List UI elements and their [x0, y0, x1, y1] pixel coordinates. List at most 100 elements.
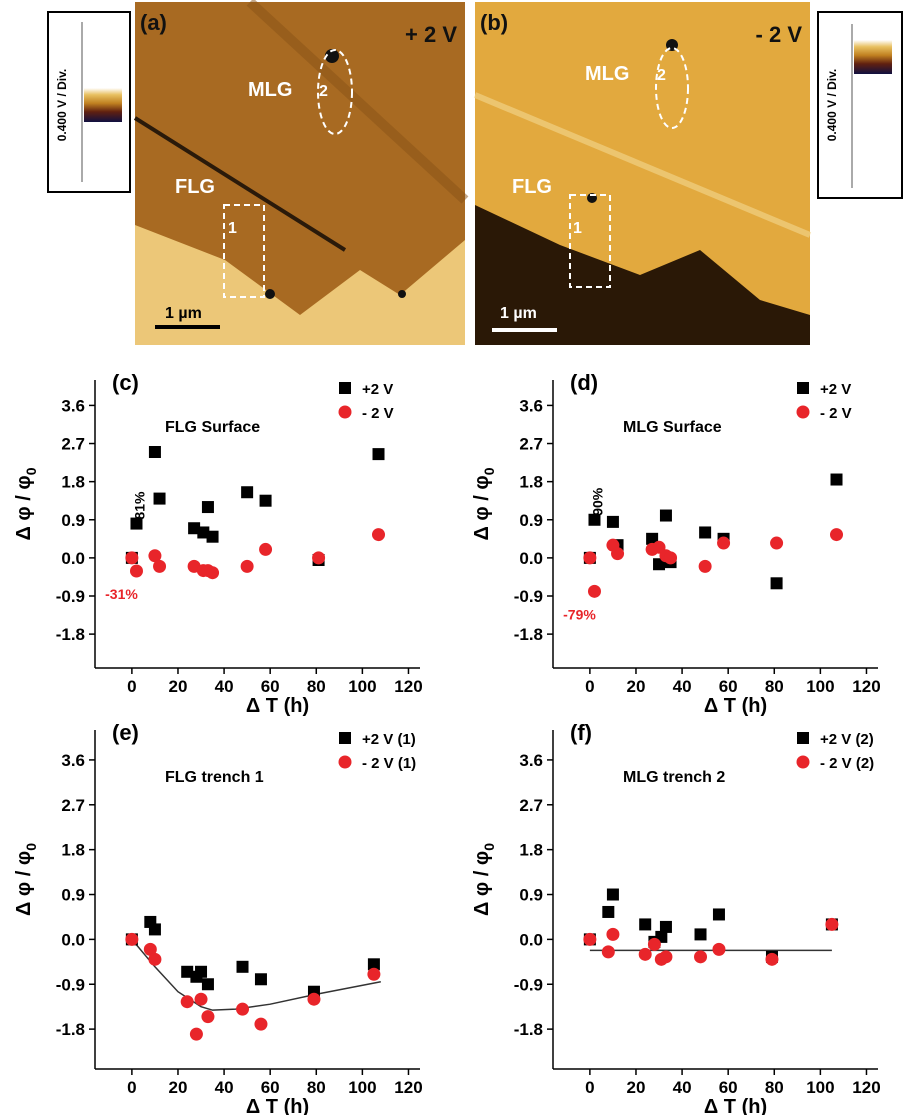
- point: [606, 515, 619, 528]
- point: [241, 486, 254, 499]
- y-axis-label-sub: 0: [481, 467, 497, 475]
- y-tick-label: 2.7: [519, 796, 543, 815]
- bias-label: + 2 V: [405, 22, 457, 47]
- y-tick-label: -1.8: [514, 625, 543, 644]
- point: [611, 547, 625, 561]
- y-tick-label: 1.8: [519, 473, 543, 492]
- legend-marker: [338, 755, 352, 769]
- point: [148, 446, 161, 458]
- y-tick-label: 0.0: [519, 549, 543, 568]
- x-tick-label: 20: [627, 1078, 646, 1097]
- y-axis-label-sub: 0: [23, 467, 39, 475]
- x-tick-label: 0: [127, 1078, 136, 1097]
- x-tick-label: 60: [719, 677, 738, 696]
- legend-label: - 2 V (2): [820, 755, 874, 772]
- point: [587, 584, 601, 598]
- point: [602, 905, 615, 918]
- panel-label: (d): [570, 370, 598, 395]
- x-axis-label: Δ T (h): [246, 695, 309, 717]
- annotation: -31%: [105, 586, 138, 602]
- x-tick-label: 40: [673, 677, 692, 696]
- point: [125, 932, 139, 946]
- y-axis-label-main: Δ φ / φ: [13, 851, 35, 916]
- y-tick-label: 3.6: [519, 751, 543, 770]
- point: [236, 960, 249, 973]
- panel-label: (c): [112, 370, 139, 395]
- point: [647, 937, 661, 951]
- point: [606, 888, 619, 901]
- point: [770, 577, 783, 590]
- point: [130, 517, 143, 530]
- legend-label: - 2 V (1): [362, 755, 416, 772]
- point: [659, 509, 672, 522]
- x-tick-label: 0: [585, 1078, 594, 1097]
- y-axis-label: Δ φ / φ0: [13, 467, 39, 540]
- chart: -1.8 -0.9 0.0 0.9 1.8 2.7 3.6 0 20 40 60 80 100 120 Δ …: [471, 720, 881, 1115]
- colorbar-label: 0.400 V / Div.: [825, 69, 839, 142]
- legend-marker: [339, 382, 351, 394]
- x-axis-label: Δ T (h): [704, 1096, 767, 1115]
- trench-label: 1: [573, 220, 582, 237]
- point: [659, 920, 672, 933]
- legend-label: +2 V: [362, 381, 393, 398]
- point: [181, 965, 194, 978]
- point: [583, 551, 597, 565]
- y-tick-label: 3.6: [61, 751, 85, 770]
- x-tick-label: 40: [215, 1078, 234, 1097]
- colorbar-b: [817, 11, 903, 199]
- x-tick-label: 20: [169, 1078, 188, 1097]
- fit-line: [131, 938, 381, 1011]
- point: [825, 917, 839, 931]
- chart: -1.8 -0.9 0.0 0.9 1.8 2.7 3.6 0 20 40 60 80 100 120 Δ …: [13, 720, 423, 1115]
- x-tick-label: 60: [719, 1078, 738, 1097]
- point: [148, 549, 162, 563]
- chart-title: FLG Surface: [165, 419, 260, 436]
- y-tick-label: 3.6: [519, 396, 543, 415]
- point: [367, 958, 380, 971]
- point: [770, 536, 784, 550]
- y-axis-label-main: Δ φ / φ: [471, 851, 493, 916]
- y-axis-label-sub: 0: [23, 843, 39, 851]
- point: [236, 1002, 250, 1016]
- point: [588, 513, 601, 526]
- y-tick-label: 0.0: [61, 549, 85, 568]
- point: [367, 967, 381, 981]
- y-tick-label: 2.7: [519, 435, 543, 454]
- bias-label: - 2 V: [756, 22, 803, 47]
- flg-label: FLG: [512, 176, 552, 198]
- point: [712, 942, 726, 956]
- legend-label: +2 V: [820, 381, 851, 398]
- annotation: 81%: [131, 491, 147, 520]
- point: [830, 473, 843, 486]
- y-tick-label: -1.8: [56, 625, 85, 644]
- chart: -1.8 -0.9 0.0 0.9 1.8 2.7 3.6 0 20 40 60 80 100 120 Δ …: [13, 370, 423, 717]
- point: [583, 932, 597, 946]
- point: [195, 965, 208, 978]
- point: [307, 992, 321, 1006]
- legend-marker: [338, 405, 352, 419]
- annotation: 90%: [589, 487, 605, 516]
- point: [312, 551, 326, 565]
- point: [129, 564, 143, 578]
- y-axis-label: Δ φ / φ0: [13, 843, 39, 916]
- x-tick-label: 120: [852, 1078, 880, 1097]
- chart-title: MLG Surface: [623, 419, 722, 436]
- y-tick-label: -0.9: [514, 975, 543, 994]
- y-tick-label: -1.8: [514, 1020, 543, 1039]
- point: [194, 992, 208, 1006]
- point: [601, 945, 615, 959]
- y-tick-label: 0.9: [519, 886, 543, 905]
- x-tick-label: 120: [394, 677, 422, 696]
- y-tick-label: 1.8: [61, 473, 85, 492]
- y-axis-label: Δ φ / φ0: [471, 467, 497, 540]
- point: [765, 952, 779, 966]
- mlg-label: MLG: [248, 79, 292, 101]
- x-tick-label: 80: [765, 1078, 784, 1097]
- y-tick-label: -1.8: [56, 1020, 85, 1039]
- point: [717, 536, 731, 550]
- point: [606, 927, 620, 941]
- point: [206, 530, 219, 543]
- x-tick-label: 120: [394, 1078, 422, 1097]
- legend-marker: [339, 732, 351, 744]
- x-tick-label: 100: [806, 677, 834, 696]
